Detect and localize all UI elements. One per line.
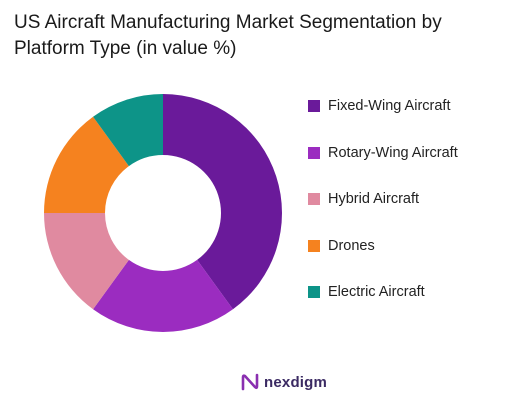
chart-title: US Aircraft Manufacturing Market Segment… <box>14 12 442 59</box>
legend-swatch <box>308 100 320 112</box>
donut-slice-hybrid-aircraft <box>44 213 129 310</box>
legend-label: Hybrid Aircraft <box>328 191 420 207</box>
donut-slice-rotary-wing-aircraft <box>93 259 233 332</box>
donut-slice-fixed-wing-aircraft <box>163 94 282 310</box>
nexdigm-logo: nexdigm <box>240 372 327 392</box>
legend-label: Fixed-Wing Aircraft <box>328 98 451 114</box>
legend-label: Drones <box>328 237 375 254</box>
legend-label: Rotary-Wing Aircraft <box>328 144 458 161</box>
legend-swatch <box>308 146 320 159</box>
logo-text: nexdigm <box>264 373 328 391</box>
legend-label: Electric Aircraft <box>328 284 425 300</box>
legend-swatch <box>308 239 320 252</box>
donut-slice-drones <box>44 116 129 213</box>
donut-slice-electric-aircraft <box>93 94 163 167</box>
legend-item-electric: Electric Aircraft <box>308 282 523 302</box>
legend-item-rotary-wing: Rotary-Wing Aircraft <box>308 143 523 163</box>
nexdigm-logo-icon <box>241 373 259 391</box>
legend-item-hybrid: Hybrid Aircraft <box>308 189 523 209</box>
legend-swatch <box>308 193 320 205</box>
legend-swatch <box>308 286 320 298</box>
legend-item-drones: Drones <box>308 236 523 256</box>
legend-item-fixed-wing: Fixed-Wing Aircraft <box>308 96 523 116</box>
chart-legend: Fixed-Wing Aircraft Rotary-Wing Aircraft… <box>308 96 523 329</box>
